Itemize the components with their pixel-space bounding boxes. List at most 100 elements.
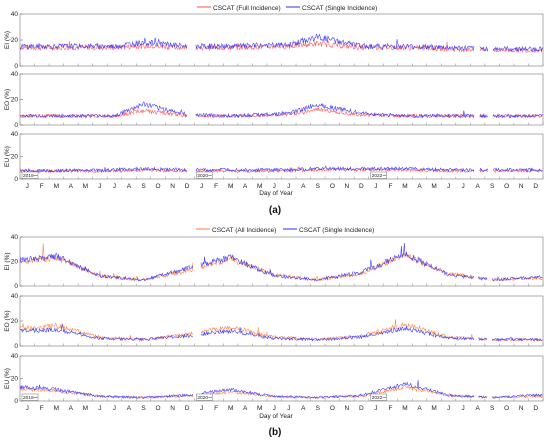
month-tick-label: N: [519, 405, 524, 412]
month-tick-label: S: [141, 405, 146, 412]
subplot-a-0: 0 20 40 EI (%): [4, 11, 544, 70]
month-tick-label: D: [359, 183, 364, 190]
year-marker-2020: 2020: [196, 393, 213, 401]
month-tick-label: M: [228, 405, 233, 412]
month-tick-label: D: [185, 405, 190, 412]
month-tick-label: M: [402, 183, 407, 190]
month-tick-label: O: [330, 405, 335, 412]
month-tick-label: J: [98, 405, 101, 412]
month-tick-label: F: [214, 183, 218, 190]
month-tick-label: O: [504, 183, 509, 190]
year-marker-box: [21, 393, 39, 401]
month-tick-label: J: [287, 183, 290, 190]
month-tick-label: A: [301, 183, 306, 190]
month-tick-label: F: [40, 405, 44, 412]
year-marker-label: 2019: [23, 395, 34, 401]
month-tick-label: A: [243, 183, 248, 190]
y-tick-label: 0: [14, 283, 18, 290]
y-tick-label: 20: [11, 376, 19, 383]
year-marker-2022: 2022: [370, 393, 387, 401]
month-tick-label: A: [301, 405, 306, 412]
year-marker-label: 2022: [372, 173, 383, 179]
y-tick-label: 40: [11, 293, 19, 300]
month-tick-label: J: [374, 183, 377, 190]
y-tick-label: 40: [11, 131, 19, 138]
month-tick-label: F: [214, 405, 218, 412]
month-tick-label: M: [83, 183, 88, 190]
series-line-incidence-a: [19, 106, 543, 119]
year-marker-box: [370, 393, 387, 401]
y-tick-label: 0: [14, 398, 18, 405]
month-tick-label: M: [431, 183, 436, 190]
month-tick-label: M: [54, 405, 59, 412]
year-marker-label: 2019: [23, 173, 34, 179]
month-tick-label: N: [519, 183, 524, 190]
month-tick-label: J: [200, 405, 203, 412]
y-tick-label: 20: [11, 259, 19, 266]
y-tick-label: 0: [14, 343, 18, 350]
axes-frame: [19, 236, 544, 287]
month-tick-label: A: [475, 183, 480, 190]
year-marker-2020: 2020: [196, 171, 213, 179]
month-tick-label: M: [83, 405, 88, 412]
year-marker-box: [196, 393, 213, 401]
y-tick-label: 40: [11, 71, 19, 78]
y-tick-label: 40: [11, 11, 19, 18]
y-tick-label: 20: [11, 97, 19, 104]
month-tick-label: J: [374, 405, 377, 412]
year-marker-label: 2020: [197, 173, 208, 179]
month-tick-label: S: [490, 183, 495, 190]
month-tick-label: A: [475, 405, 480, 412]
month-tick-label: J: [113, 183, 116, 190]
month-tick-label: M: [54, 183, 59, 190]
month-tick-label: J: [98, 183, 101, 190]
subplot-b-0: 0 20 40 EI (%): [4, 234, 544, 290]
series-line-single-incidence: [19, 165, 543, 173]
month-tick-label: J: [287, 405, 290, 412]
year-marker-label: 2022: [372, 395, 383, 401]
month-tick-label: O: [504, 405, 509, 412]
panel-a-xlabel: Day of Year: [259, 190, 293, 197]
year-marker-box: [196, 171, 213, 179]
month-tick-label: J: [113, 405, 116, 412]
y-axis-label: EU (%): [4, 368, 11, 389]
month-tick-label: D: [533, 405, 538, 412]
month-tick-label: A: [417, 405, 422, 412]
month-tick-label: F: [388, 405, 392, 412]
y-tick-label: 40: [11, 353, 19, 360]
month-tick-label: J: [273, 183, 276, 190]
panel-a: 0 20 40 EI (%) 0 20 40 EO (%) 0 20 40 EU (%) 2019 202…: [4, 11, 544, 190]
y-axis-label: EO (%): [4, 310, 11, 331]
axes-frame: [19, 13, 544, 67]
month-tick-label: A: [127, 183, 132, 190]
series-line-single-incidence: [19, 380, 543, 400]
series-line-single-incidence: [19, 33, 543, 53]
month-tick-label: N: [345, 183, 350, 190]
month-tick-label: J: [26, 183, 29, 190]
month-tick-label: O: [155, 183, 160, 190]
month-tick-label: M: [257, 405, 262, 412]
month-tick-label: A: [243, 405, 248, 412]
month-tick-label: J: [447, 405, 450, 412]
subplot-b-1: 0 20 40 EO (%): [4, 293, 544, 350]
month-tick-label: O: [330, 183, 335, 190]
year-marker-2019: 2019: [21, 171, 39, 179]
month-tick-label: F: [40, 183, 44, 190]
year-marker-2022: 2022: [370, 171, 387, 179]
axes-frame: [19, 355, 544, 402]
month-tick-label: J: [273, 405, 276, 412]
month-tick-label: J: [461, 183, 464, 190]
month-tick-label: M: [257, 183, 262, 190]
series-line-single-incidence: [19, 101, 543, 119]
y-tick-label: 20: [11, 154, 19, 161]
panel-a-label: (a): [269, 205, 281, 216]
panel-b-label: (b): [269, 427, 282, 438]
year-marker-box: [21, 171, 39, 179]
subplot-b-2: 0 20 40 EU (%): [4, 353, 544, 405]
y-axis-label: EI (%): [4, 252, 11, 270]
y-axis-label: EO (%): [4, 89, 11, 110]
month-tick-label: S: [141, 183, 146, 190]
